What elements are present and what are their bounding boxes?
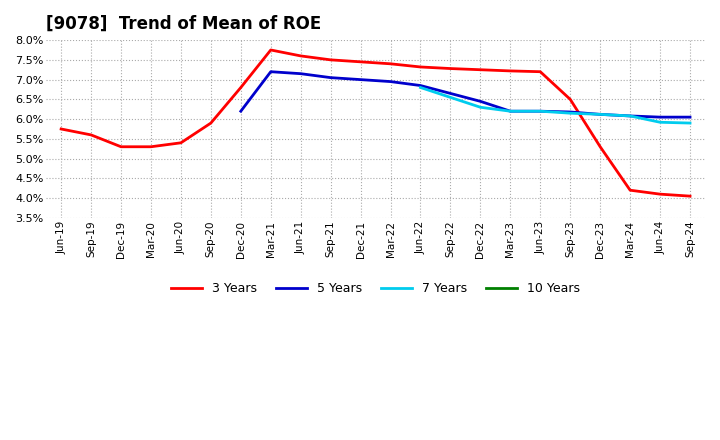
Legend: 3 Years, 5 Years, 7 Years, 10 Years: 3 Years, 5 Years, 7 Years, 10 Years: [166, 278, 585, 301]
Text: [9078]  Trend of Mean of ROE: [9078] Trend of Mean of ROE: [46, 15, 321, 33]
